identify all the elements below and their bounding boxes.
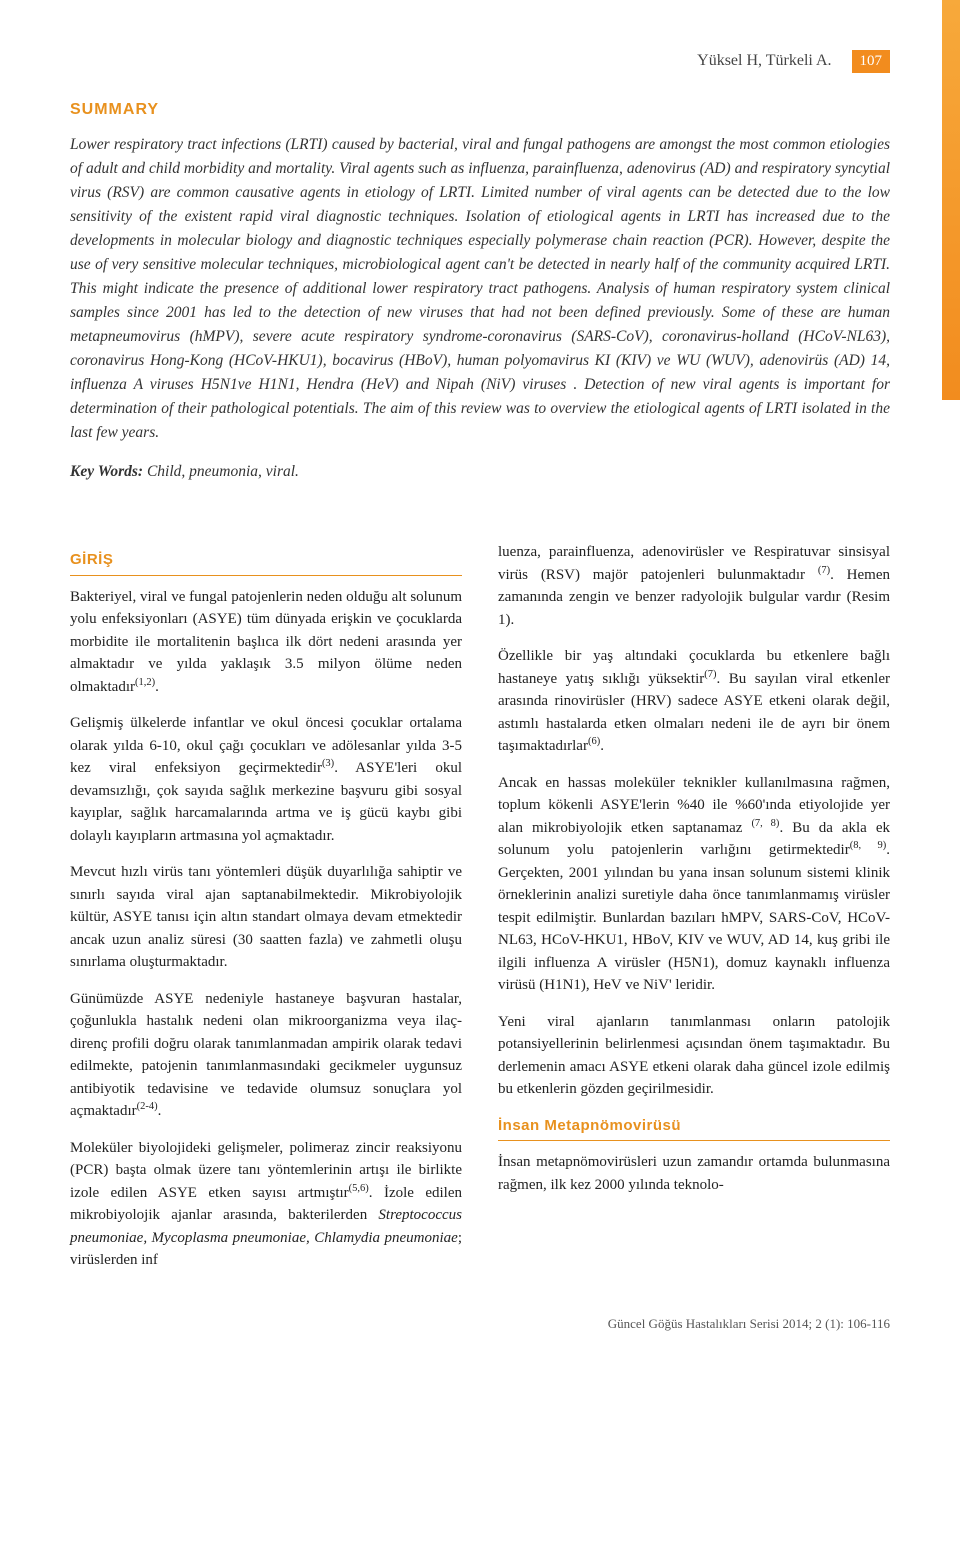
summary-body: Lower respiratory tract infections (LRTI… <box>70 133 890 445</box>
paragraph: Yeni viral ajanların tanımlanması onları… <box>498 1011 890 1101</box>
citation-ref: (7) <box>704 669 716 680</box>
body-text: Günümüzde ASYE nedeniyle hastaneye başvu… <box>70 991 462 1120</box>
keywords-values: Child, pneumonia, viral. <box>147 463 299 480</box>
body-text: Bakteriyel, viral ve fungal patojenlerin… <box>70 589 462 695</box>
paragraph: Mevcut hızlı virüs tanı yöntemleri düşük… <box>70 861 462 974</box>
body-text: . Gerçekten, 2001 yılından bu yana insan… <box>498 842 890 993</box>
paragraph: Bakteriyel, viral ve fungal patojenlerin… <box>70 586 462 699</box>
paragraph: İnsan metapnömovirüsleri uzun zamandır o… <box>498 1151 890 1196</box>
paragraph: Günümüzde ASYE nedeniyle hastaneye başvu… <box>70 988 462 1123</box>
keywords-label: Key Words: <box>70 463 143 480</box>
paragraph: Ancak en hassas moleküler teknikler kull… <box>498 772 890 997</box>
section-heading-metapnomo: İnsan Metapnömovirüsü <box>498 1115 890 1142</box>
keywords-line: Key Words: Child, pneumonia, viral. <box>70 463 890 481</box>
paragraph: luenza, parainfluenza, adenovirüsler ve … <box>498 541 890 631</box>
citation-ref: (2-4) <box>137 1101 158 1112</box>
citation-ref: (3) <box>322 758 334 769</box>
citation-ref: (1,2) <box>135 677 155 688</box>
page-container: Yüksel H, Türkeli A. 107 SUMMARY Lower r… <box>0 0 960 1372</box>
left-column: GİRİŞ Bakteriyel, viral ve fungal patoje… <box>70 541 462 1286</box>
section-heading-giris: GİRİŞ <box>70 549 462 576</box>
citation-ref: (8, 9) <box>850 840 887 851</box>
journal-footer: Güncel Göğüs Hastalıkları Serisi 2014; 2… <box>70 1316 890 1332</box>
paragraph: Özellikle bir yaş altındaki çocuklarda b… <box>498 645 890 758</box>
paragraph: Moleküler biyolojideki gelişmeler, polim… <box>70 1137 462 1272</box>
paragraph: Gelişmiş ülkelerde infantlar ve okul önc… <box>70 712 462 847</box>
citation-ref: (7) <box>818 565 830 576</box>
citation-ref: (6) <box>588 736 600 747</box>
citation-ref: (5,6) <box>349 1183 369 1194</box>
two-column-body: GİRİŞ Bakteriyel, viral ve fungal patoje… <box>70 541 890 1286</box>
running-header: Yüksel H, Türkeli A. 107 <box>70 50 890 73</box>
summary-heading: SUMMARY <box>70 101 890 119</box>
right-column: luenza, parainfluenza, adenovirüsler ve … <box>498 541 890 1286</box>
citation-ref: (7, 8) <box>751 818 779 829</box>
page-number: 107 <box>852 50 891 73</box>
header-author: Yüksel H, Türkeli A. <box>697 52 831 70</box>
